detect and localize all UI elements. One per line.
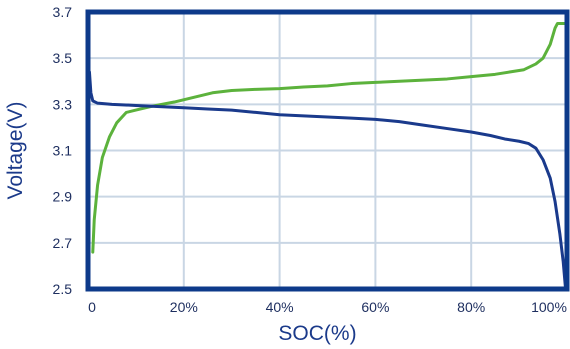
x-tick-label: 100% [531,299,567,315]
y-tick-label: 2.5 [53,281,73,297]
series-line-2 [87,70,568,291]
y-tick-label: 3.5 [53,50,73,66]
x-tick-label: 20% [170,299,198,315]
x-tick-label: 0 [88,299,96,315]
y-tick-label: 2.7 [53,235,73,251]
series-line-1 [91,22,569,254]
y-tick-label: 3.1 [53,143,73,159]
x-axis-title: SOC(%) [278,322,356,345]
y-tick-label: 2.9 [53,189,73,205]
plot-frame [85,9,570,292]
x-tick-label: 40% [266,299,294,315]
y-axis-title: Voltage(V) [4,101,27,199]
y-tick-label: 3.7 [53,4,73,20]
x-tick-label: 60% [361,299,389,315]
x-tick-label: 80% [457,299,485,315]
y-tick-label: 3.3 [53,96,73,112]
